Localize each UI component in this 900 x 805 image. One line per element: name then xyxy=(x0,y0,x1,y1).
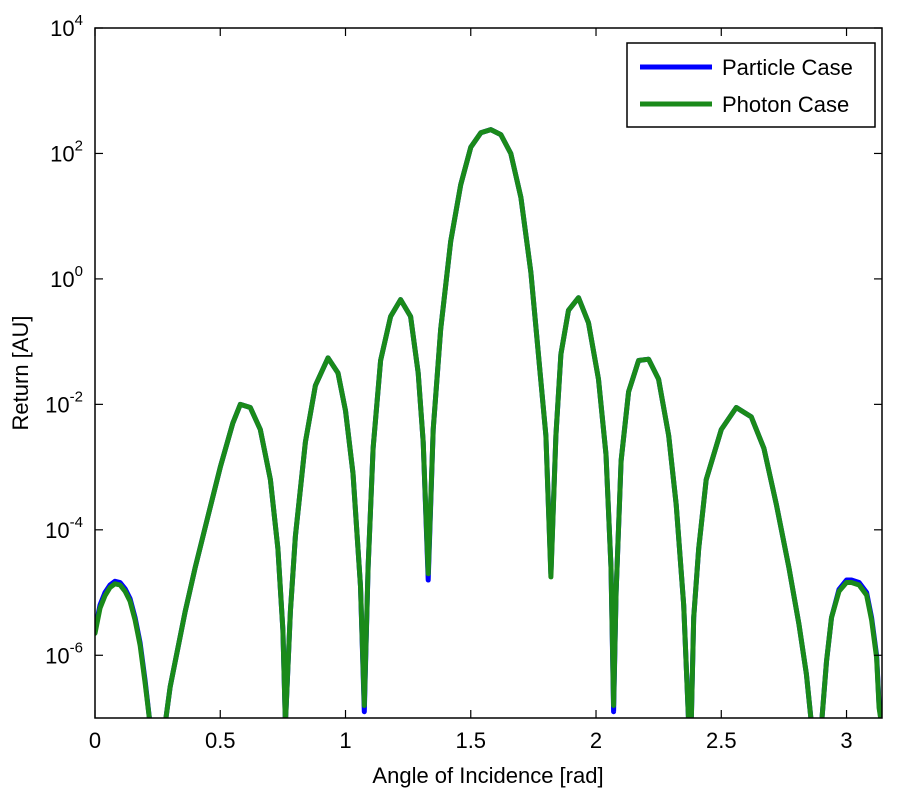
x-tick-label: 0 xyxy=(89,728,101,753)
series-line-photon xyxy=(95,127,882,718)
x-tick-label: 1.5 xyxy=(455,728,486,753)
y-axis: 10-6 10-4 10-2 100 102 104 xyxy=(45,12,882,668)
plot-frame xyxy=(94,27,883,719)
legend: Particle Case Photon Case xyxy=(626,42,876,128)
series-layer xyxy=(95,127,882,718)
y-tick-label: 10-2 xyxy=(45,388,83,417)
y-axis-title: Return [AU] xyxy=(8,316,33,431)
x-tick-label: 1 xyxy=(339,728,351,753)
x-tick-label: 0.5 xyxy=(205,728,236,753)
legend-label-particle: Particle Case xyxy=(722,55,853,80)
x-axis-title: Angle of Incidence [rad] xyxy=(372,763,603,788)
x-axis: 0 0.5 1 1.5 2 2.5 3 xyxy=(89,28,853,753)
x-tick-label: 2 xyxy=(590,728,602,753)
plot-background xyxy=(95,28,882,718)
y-tick-label: 10-4 xyxy=(45,514,83,543)
y-tick-label: 10-6 xyxy=(45,639,83,668)
y-tick-label: 104 xyxy=(50,12,83,41)
legend-box xyxy=(626,42,876,128)
y-tick-label: 100 xyxy=(50,263,83,292)
y-tick-label: 102 xyxy=(50,137,83,166)
x-tick-label: 2.5 xyxy=(706,728,737,753)
legend-label-photon: Photon Case xyxy=(722,92,849,117)
x-tick-label: 3 xyxy=(840,728,852,753)
